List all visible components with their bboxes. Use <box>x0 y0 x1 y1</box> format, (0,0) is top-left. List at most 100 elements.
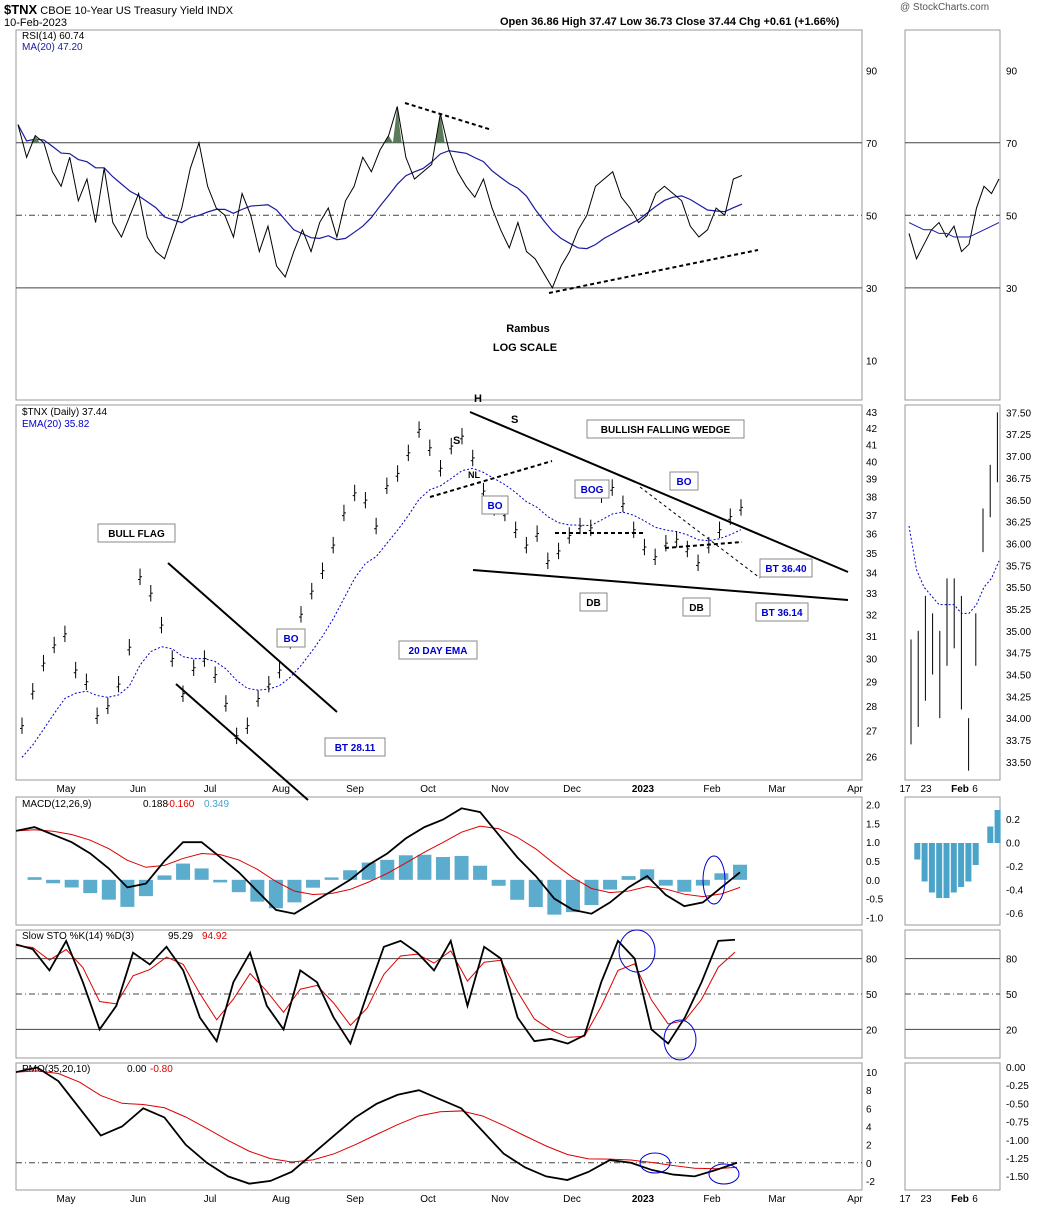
price-ytick: 27 <box>866 727 878 738</box>
rsi-ytick: 50 <box>866 211 878 222</box>
pmo-inset-xlabel: 17 <box>899 1194 911 1205</box>
inset-price-ytick: 35.75 <box>1006 561 1031 572</box>
db-callout-1: DB <box>579 592 608 612</box>
price-panel-inset-frame <box>904 404 1001 781</box>
rsi-overbought-fill <box>436 113 445 143</box>
ema-legend: EMA(20) 35.82 <box>22 419 90 430</box>
rsi-inset-ma <box>908 222 1000 238</box>
price-bar <box>299 606 304 623</box>
bt-28-callout-text: BT 28.11 <box>335 743 376 754</box>
rsi-overbought-fill <box>392 106 402 143</box>
macd-inset-ytick: 0.2 <box>1006 815 1020 826</box>
falling-wedge-callout-box <box>586 419 745 439</box>
macd-histogram-bar <box>528 879 543 907</box>
price-bar <box>363 491 368 509</box>
price-bar <box>159 616 164 634</box>
price-ytick: 26 <box>866 753 878 764</box>
macd-histogram-bar <box>733 864 747 880</box>
price-bar <box>395 465 400 482</box>
macd-histogram-bar <box>343 870 358 880</box>
symbol-label: $TNX <box>4 2 38 17</box>
rsi-line <box>17 106 743 289</box>
price-bar <box>374 517 379 535</box>
price-bar <box>277 661 282 679</box>
bo-callout-1-text: BO <box>284 634 299 645</box>
price-ytick: 29 <box>866 678 878 689</box>
price-bar <box>52 636 57 654</box>
sto-circle-bottom <box>663 1019 697 1061</box>
bo-callout-1-box <box>276 628 306 648</box>
ema-callout: 20 DAY EMA <box>398 640 478 660</box>
pmo-xlabel: May <box>57 1194 76 1205</box>
price-bar <box>213 666 218 683</box>
pmo-inset-ytick: -1.00 <box>1006 1136 1029 1147</box>
sto-d-line <box>15 945 736 1038</box>
pmo-circle-left <box>639 1152 671 1174</box>
log-scale-label: LOG SCALE <box>493 342 557 354</box>
macd-histogram-bar <box>454 855 469 880</box>
macd-histogram-bar <box>435 857 450 880</box>
rsi-inset-ytick: 30 <box>1006 284 1018 295</box>
price-bar <box>180 685 185 702</box>
bt-36-40-callout-box <box>759 558 813 578</box>
bo-callout-2-text: BO <box>488 501 503 512</box>
pmo-ytick: -2 <box>866 1177 875 1188</box>
price-bar <box>105 697 110 715</box>
rsi-inset-ytick: 90 <box>1006 66 1018 77</box>
price-bar <box>631 521 636 539</box>
bt-28-callout-box <box>324 737 386 757</box>
pmo-inset-ytick: -1.25 <box>1006 1154 1029 1165</box>
ema-callout-text: 20 DAY EMA <box>409 646 468 657</box>
macd-ytick: 0.5 <box>866 857 880 868</box>
price-ytick: 32 <box>866 610 878 621</box>
rsi-ytick: 90 <box>866 66 878 77</box>
price-xlabel: Apr <box>847 784 863 795</box>
pmo-xlabel: Aug <box>272 1194 290 1205</box>
price-bar <box>685 540 690 558</box>
rsi-ytick: 30 <box>866 284 878 295</box>
pmo-circle-right <box>708 1163 740 1185</box>
pmo-ytick: 4 <box>866 1123 872 1134</box>
macd-histogram-bar <box>213 879 228 883</box>
bo-callout-3-box <box>669 471 699 491</box>
sto-circle-top <box>618 929 656 973</box>
price-bar <box>524 536 529 554</box>
price-ytick: 35 <box>866 549 878 560</box>
price-bar <box>116 675 121 693</box>
rsi-ytick: 70 <box>866 139 878 150</box>
price-ytick: 38 <box>866 492 878 503</box>
price-xlabel: Oct <box>420 784 436 795</box>
pmo-xlabel: Jun <box>130 1194 146 1205</box>
macd-signal-value: -0.160 <box>166 799 195 810</box>
macd-ytick: 0.0 <box>866 876 880 887</box>
rsi-legend: RSI(14) 60.74 <box>22 31 85 42</box>
macd-signal-line <box>15 825 741 898</box>
macd-histogram-bar <box>584 879 599 906</box>
rsi-top-trendline <box>404 102 493 131</box>
inset-xlabel: 6 <box>972 784 978 795</box>
price-xlabel: 2023 <box>632 784 655 795</box>
macd-histogram-bar <box>231 879 246 893</box>
price-bar <box>266 675 271 693</box>
neckline-label: NL <box>468 470 480 480</box>
price-bar <box>170 650 175 667</box>
bo-callout-1: BO <box>276 628 306 648</box>
bt-36-14-callout-text: BT 36.14 <box>761 608 803 619</box>
price-bar <box>341 504 346 522</box>
macd-histogram-bar <box>398 855 413 880</box>
price-bar <box>674 531 679 548</box>
macd-histogram-bar <box>510 879 525 900</box>
inset-price-ytick: 37.50 <box>1006 408 1031 419</box>
macd-value: 0.188 <box>143 799 168 810</box>
macd-inset-ytick: -0.6 <box>1006 909 1024 920</box>
inset-price-ytick: 36.50 <box>1006 496 1031 507</box>
price-xlabel: Jul <box>204 784 217 795</box>
macd-histogram-bar <box>417 854 432 880</box>
macd-hist-value: 0.349 <box>204 799 229 810</box>
bull-flag-callout: BULL FLAG <box>97 523 176 543</box>
price-ytick: 30 <box>866 655 878 666</box>
macd-histogram-bar <box>603 879 618 890</box>
rsi-ma-legend: MA(20) 47.20 <box>22 42 83 53</box>
db-callout-2-box <box>682 597 711 617</box>
macd-inset-ytick: -0.4 <box>1006 886 1024 897</box>
